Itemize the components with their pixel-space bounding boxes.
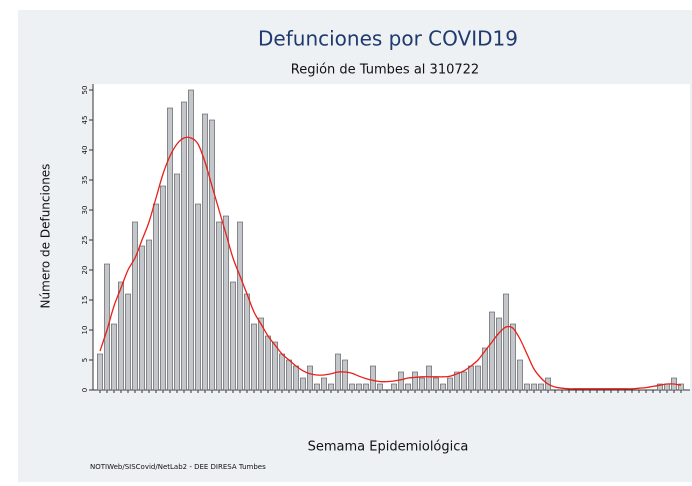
- bar: [349, 383, 355, 391]
- y-tick-label: 15: [81, 296, 89, 305]
- bar: [97, 353, 103, 391]
- bar: [195, 203, 201, 391]
- bar: [664, 383, 670, 391]
- bar: [328, 383, 334, 391]
- bar: [538, 383, 544, 391]
- bar: [279, 353, 285, 391]
- bar: [489, 311, 495, 391]
- bar: [398, 371, 404, 391]
- bar: [321, 377, 327, 391]
- y-tick-label: 35: [81, 176, 89, 185]
- y-tick-label: 20: [81, 266, 89, 275]
- bar: [132, 221, 138, 391]
- bar: [251, 323, 257, 391]
- bar: [412, 371, 418, 391]
- bar: [517, 359, 523, 391]
- bar: [237, 221, 243, 391]
- bar: [531, 383, 537, 391]
- y-tick-label: 50: [81, 86, 89, 95]
- bar: [342, 359, 348, 391]
- bar: [167, 107, 173, 391]
- chart-subtitle: Región de Tumbes al 310722: [291, 63, 479, 78]
- bar: [153, 203, 159, 391]
- bar: [391, 383, 397, 391]
- y-tick-label: 30: [81, 206, 89, 215]
- bar: [657, 383, 663, 391]
- bar: [258, 317, 264, 391]
- bar: [405, 383, 411, 391]
- bar: [468, 365, 474, 391]
- y-tick-label: 45: [81, 116, 89, 125]
- bar: [482, 347, 488, 391]
- bar: [202, 113, 208, 391]
- bar: [307, 365, 313, 391]
- trend-line: [99, 136, 682, 390]
- bar: [454, 371, 460, 391]
- x-axis-label: Semama Epidemiológica: [308, 440, 469, 455]
- bar: [230, 281, 236, 391]
- y-tick-label: 0: [81, 388, 89, 392]
- bar: [146, 239, 152, 391]
- bar: [356, 383, 362, 391]
- bar: [125, 293, 131, 391]
- bar: [286, 359, 292, 391]
- bar: [209, 119, 215, 391]
- y-axis-label: Número de Defunciones: [39, 164, 53, 309]
- bar: [314, 383, 320, 391]
- chart-title: Defunciones por COVID19: [258, 27, 518, 51]
- bar: [440, 383, 446, 391]
- bar: [139, 245, 145, 391]
- bar: [272, 341, 278, 391]
- bar: [678, 383, 684, 391]
- bar: [118, 281, 124, 391]
- bar: [293, 365, 299, 391]
- y-tick-label: 40: [81, 146, 89, 155]
- bar: [447, 377, 453, 391]
- bar: [188, 89, 194, 391]
- bar: [174, 173, 180, 391]
- bar: [510, 323, 516, 391]
- bar: [265, 335, 271, 391]
- bar: [426, 365, 432, 391]
- bar: [496, 317, 502, 391]
- bar: [223, 215, 229, 391]
- bar: [524, 383, 530, 391]
- y-tick-label: 25: [81, 236, 89, 245]
- bar: [363, 383, 369, 391]
- bar: [503, 293, 509, 391]
- bar: [475, 365, 481, 391]
- bar: [104, 263, 110, 391]
- bar: [181, 101, 187, 391]
- bar: [300, 377, 306, 391]
- bar: [419, 377, 425, 391]
- bar: [244, 293, 250, 391]
- bar: [433, 377, 439, 391]
- y-tick-label: 5: [81, 358, 89, 362]
- bar: [160, 185, 166, 391]
- bar: [461, 371, 467, 391]
- bar: [377, 383, 383, 391]
- bar: [111, 323, 117, 391]
- source-note: NOTIWeb/SISCovid/NetLab2 - DEE DIRESA Tu…: [90, 463, 266, 471]
- bar: [370, 365, 376, 391]
- bar: [216, 221, 222, 391]
- y-tick-label: 10: [81, 326, 89, 335]
